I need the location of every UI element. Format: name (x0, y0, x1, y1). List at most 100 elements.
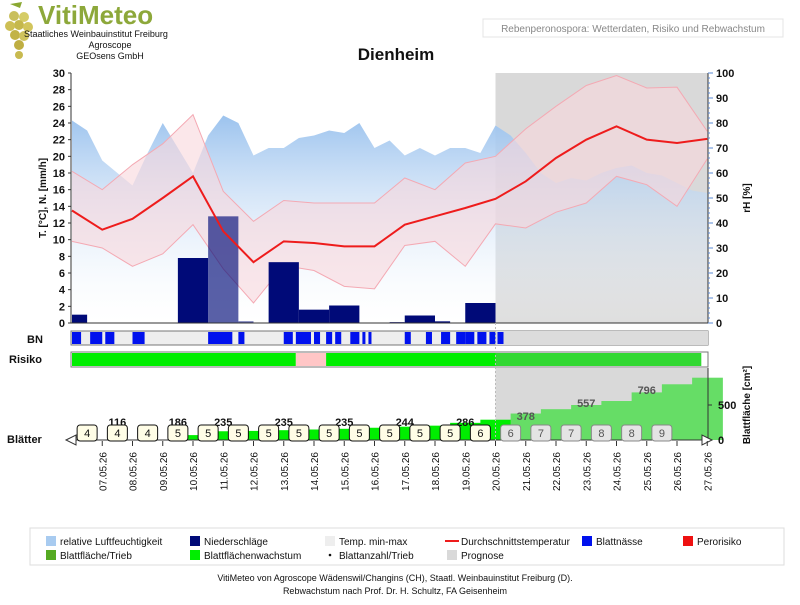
leaf-count-label: 5 (417, 428, 423, 440)
module-title: Rebenperonospora: Wetterdaten, Risiko un… (501, 24, 765, 35)
x-tick-label: 20.05.26 (492, 452, 503, 491)
right-tick-label: 90 (716, 93, 728, 105)
x-tick-label: 26.05.26 (673, 452, 684, 491)
left-tick-label: 22 (53, 135, 65, 147)
precip-bar (465, 303, 495, 323)
right-tick-label: 100 (716, 68, 734, 80)
legend-label: Temp. min-max (339, 537, 407, 548)
left-tick-label: 24 (53, 118, 66, 130)
legend-label: Prognose (461, 551, 504, 562)
left-tick-label: 6 (59, 268, 65, 280)
right-tick-label: 20 (716, 268, 728, 280)
leaf-wetness-row (71, 331, 708, 345)
risk-segment (72, 353, 296, 366)
leaf-wetness-bar (335, 332, 341, 344)
legend-swatch (46, 536, 56, 546)
precip-bar (178, 258, 208, 323)
x-tick-label: 21.05.26 (522, 452, 533, 491)
leaf-wetness-bar (284, 332, 293, 344)
leaf-count-label: 9 (659, 428, 665, 440)
x-tick-label: 10.05.26 (189, 452, 200, 491)
precip-bar (405, 316, 435, 324)
leaf-wetness-bar (426, 332, 432, 344)
legend-label: Blattanzahl/Trieb (339, 551, 414, 562)
leaf-count-label: 4 (145, 428, 151, 440)
left-tick-label: 2 (59, 301, 65, 313)
y-axis-label-right: rH [%] (742, 183, 753, 212)
left-tick-label: 4 (59, 285, 66, 297)
leaf-wetness-bar (405, 332, 411, 344)
precip-bar (329, 306, 359, 324)
legend-swatch (329, 554, 332, 557)
right-tick-label: 10 (716, 293, 728, 305)
y-axis-label-left: T. [°C], N. [mm/h] (38, 158, 49, 238)
legend-label: Durchschnittstemperatur (461, 537, 571, 548)
leaf-wetness-bar (465, 332, 474, 344)
y-axis-label-leaf-area: Blattfläche [cm²] (742, 366, 753, 444)
legend-swatch (46, 550, 56, 560)
footer-line-2: Rebwachstum nach Prof. Dr. H. Schultz, F… (283, 586, 507, 596)
risk-row (71, 352, 708, 367)
left-tick-label: 0 (59, 318, 65, 330)
right-tick-label: 60 (716, 168, 728, 180)
leaf-wetness-bar (326, 332, 332, 344)
x-tick-label: 18.05.26 (431, 452, 442, 491)
leaf-count-label: 5 (296, 428, 302, 440)
legend-label: relative Luftfeuchtigkeit (60, 537, 163, 548)
leaf-wetness-bar (498, 332, 504, 344)
left-tick-label: 30 (53, 68, 65, 80)
precip-bar (72, 315, 87, 323)
x-tick-label: 23.05.26 (582, 452, 593, 491)
leaf-wetness-bar (477, 332, 486, 344)
leaf-wetness-bar (441, 332, 450, 344)
x-tick-label: 09.05.26 (159, 452, 170, 491)
row-label-leaves: Blätter (7, 434, 43, 446)
x-tick-label: 11.05.26 (219, 452, 230, 491)
row-label-bn: BN (27, 334, 43, 346)
leaf-count-label: 5 (175, 428, 181, 440)
leaf-count-label: 5 (205, 428, 211, 440)
x-tick-label: 25.05.26 (643, 452, 654, 491)
leaf-wetness-bar (314, 332, 320, 344)
x-tick-label: 16.05.26 (371, 452, 382, 491)
left-tick-label: 18 (53, 168, 65, 180)
bn-forecast-shade (496, 331, 709, 345)
left-tick-label: 26 (53, 101, 65, 113)
row-label-risk: Risiko (9, 354, 42, 366)
footer-line-1: VitiMeteo von Agroscope Wädenswil/Changi… (217, 573, 572, 583)
legend-swatch (447, 550, 457, 560)
x-tick-label: 19.05.26 (461, 452, 472, 491)
chart-title: Dienheim (358, 45, 435, 64)
left-tick-label: 16 (53, 185, 65, 197)
leaf-count-label: 5 (356, 428, 362, 440)
left-tick-label: 12 (53, 218, 65, 230)
leaf-count-label: 4 (114, 428, 120, 440)
leaf-area-label: 378 (517, 411, 535, 423)
leaf-count-label: 8 (629, 428, 635, 440)
right-tick-label: 50 (716, 193, 728, 205)
org-line-3: GEOsens GmbH (76, 51, 144, 61)
leaf-area-tick-label: 500 (718, 400, 736, 412)
legend-label: Niederschläge (204, 537, 268, 548)
legend-label: Perorisiko (697, 537, 742, 548)
leaf-count-label: 8 (598, 428, 604, 440)
legend-label: Blattnässe (596, 537, 643, 548)
precip-bar (299, 310, 329, 323)
left-tick-label: 14 (53, 201, 66, 213)
x-tick-label: 17.05.26 (401, 452, 412, 491)
leaf-wetness-bar (72, 332, 81, 344)
left-tick-label: 20 (53, 151, 65, 163)
x-tick-label: 12.05.26 (250, 452, 261, 491)
main-plot: 0246810121416182022242628300102030405060… (53, 68, 735, 330)
legend-swatch (325, 536, 335, 546)
org-line-2: Agroscope (88, 40, 131, 50)
legend-label: Blattflächenwachstum (204, 551, 301, 562)
right-tick-label: 70 (716, 143, 728, 155)
x-tick-label: 07.05.26 (98, 452, 109, 491)
leaf-count-label: 7 (568, 428, 574, 440)
leaf-wetness-bar (296, 332, 311, 344)
leaf-count-label: 5 (326, 428, 332, 440)
leaf-area-tick-label: 0 (718, 435, 724, 447)
